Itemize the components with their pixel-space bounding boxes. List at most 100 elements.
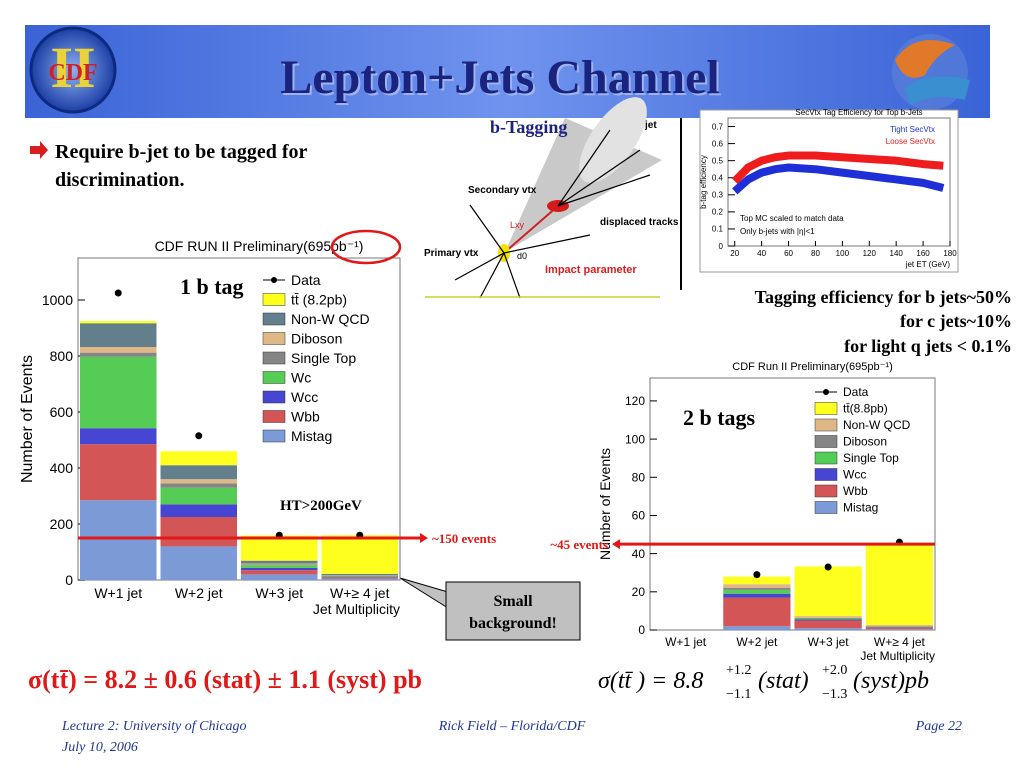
y-tick-label: 40 xyxy=(632,547,646,561)
y-tick-label: 1000 xyxy=(42,292,73,308)
cross-section: σ(tt̄) = 8.2 ± 0.6 (stat) ± 1.1 (syst) p… xyxy=(28,665,422,694)
bar-segment xyxy=(160,451,237,466)
bar-segment xyxy=(80,428,157,445)
y-tick-label: 0 xyxy=(65,572,73,588)
bullet-text: Require b-jet to be tagged for xyxy=(55,141,307,163)
x-tick-label: W+3 jet xyxy=(255,585,303,601)
y-tick-label: 0.6 xyxy=(712,139,724,148)
data-point xyxy=(114,289,122,297)
bar-segment xyxy=(80,500,157,580)
bar-segment xyxy=(723,576,791,585)
y-tick-label: 100 xyxy=(625,432,645,446)
bar-segment xyxy=(794,566,862,617)
diagram-label: Secondary vtx xyxy=(468,185,537,196)
x-tick-label: 120 xyxy=(863,249,877,258)
x-axis-label: Jet Multiplicity xyxy=(860,649,935,663)
x-tick-label: 80 xyxy=(811,249,820,258)
bar-segment xyxy=(723,593,791,598)
y-tick-label: 20 xyxy=(632,585,646,599)
btag-diagram xyxy=(425,97,662,299)
logo-numeral: II xyxy=(50,35,95,100)
bar-segment xyxy=(321,577,398,579)
legend-label: Wc xyxy=(291,369,311,385)
x-tick-label: 160 xyxy=(916,249,930,258)
legend-swatch xyxy=(814,402,838,415)
legend-swatch xyxy=(814,468,838,481)
bar-segment xyxy=(80,352,157,357)
diagram-label: d0 xyxy=(517,251,527,261)
x-tick-label: W+≥ 4 jet xyxy=(874,635,926,649)
legend-label: tt̄(8.8pb) xyxy=(843,402,888,416)
x-tick-label: 20 xyxy=(730,249,739,258)
chart-title: SecVtx Tag Efficiency for Top b-Jets xyxy=(795,108,922,117)
right-logo xyxy=(892,34,970,110)
bar-segment xyxy=(723,597,791,627)
x-tick-label: 180 xyxy=(943,249,957,258)
legend-label: Data xyxy=(843,385,869,399)
bar-segment xyxy=(321,535,398,574)
legend-swatch xyxy=(814,501,838,514)
x-tick-label: W+≥ 4 jet xyxy=(330,585,390,601)
efficiency-note: Tagging efficiency for b jets~50% xyxy=(755,287,1012,307)
footer-author: Rick Field – Florida/CDF xyxy=(438,719,586,734)
bar-segment xyxy=(160,465,237,480)
y-tick-label: 0.5 xyxy=(712,156,724,165)
legend-label: Data xyxy=(291,272,321,288)
legend-marker xyxy=(271,277,277,283)
bar-segment xyxy=(865,627,933,630)
cross-section-2: (syst)pb xyxy=(853,668,929,694)
legend-swatch xyxy=(262,410,286,423)
y-tick-label: 200 xyxy=(50,516,74,532)
y-tick-label: 80 xyxy=(632,470,646,484)
bar-segment xyxy=(80,356,157,429)
y-tick-label: 0 xyxy=(719,242,724,251)
x-tick-label: W+1 jet xyxy=(665,635,707,649)
bar-segment xyxy=(321,575,398,577)
bar-segment xyxy=(160,517,237,547)
legend-label: Non-W QCD xyxy=(291,311,370,327)
bar-segment xyxy=(865,625,933,626)
header-band xyxy=(25,25,990,118)
bar-segment xyxy=(80,323,157,348)
annotation: HT>200GeV xyxy=(280,498,362,514)
y-tick-label: 800 xyxy=(50,348,74,364)
x-axis-label: Jet Multiplicity xyxy=(313,601,400,617)
bar-segment xyxy=(723,584,791,588)
legend-swatch xyxy=(814,435,838,448)
bar-segment xyxy=(794,628,862,630)
bar-segment xyxy=(241,574,318,580)
cross-section-2: +1.2 xyxy=(726,663,751,678)
bar-segment xyxy=(80,347,157,353)
y-tick-label: 0.1 xyxy=(712,225,724,234)
legend-swatch xyxy=(814,418,838,432)
bullet-arrow xyxy=(30,141,48,159)
logo-text: CDF xyxy=(48,60,97,86)
diagram-label: jet xyxy=(644,120,657,131)
legend-swatch xyxy=(262,312,286,326)
reference-label: ~45 events xyxy=(550,537,608,552)
cross-section-2: (stat) xyxy=(758,668,809,694)
annotation: Only b-jets with |η|<1 xyxy=(740,227,815,236)
y-tick-label: 400 xyxy=(50,460,74,476)
chart-title: CDF Run II Preliminary(695pb⁻¹) xyxy=(732,361,892,373)
legend-label: Diboson xyxy=(291,330,342,346)
legend-swatch xyxy=(262,429,286,443)
legend-label: tt̄ (8.2pb) xyxy=(291,291,347,307)
bar-segment xyxy=(160,483,237,488)
legend-label: Mistag xyxy=(843,501,878,515)
x-tick-label: W+3 jet xyxy=(808,635,850,649)
legend-swatch xyxy=(814,484,838,498)
x-tick-label: W+1 jet xyxy=(94,585,142,601)
legend-swatch xyxy=(262,332,286,345)
cross-section-2: σ(tt̄ ) = 8.8 xyxy=(598,668,703,694)
bar-segment xyxy=(865,629,933,630)
bar-segment xyxy=(865,542,933,626)
bar-segment xyxy=(794,619,862,621)
bar-segment xyxy=(241,567,318,571)
bar-segment xyxy=(794,620,862,629)
y-axis-label: Number of Events xyxy=(19,355,36,483)
x-tick-label: W+2 jet xyxy=(736,635,778,649)
x-axis-label: jet ET (GeV) xyxy=(905,260,951,269)
legend-swatch xyxy=(262,293,286,306)
